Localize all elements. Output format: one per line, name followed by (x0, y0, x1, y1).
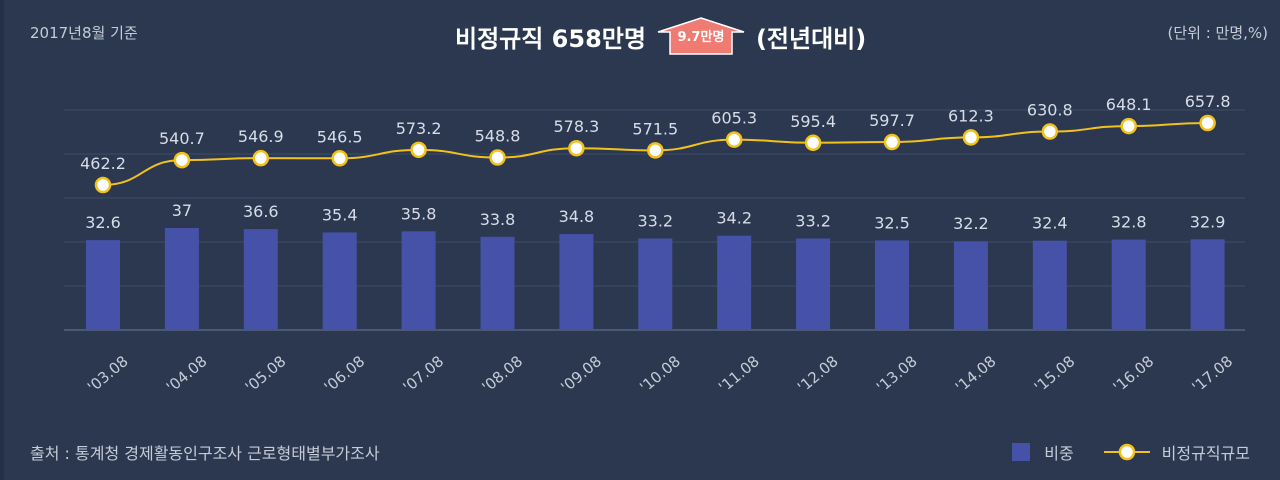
line-marker (568, 139, 585, 157)
bar-value-label: 34.2 (716, 209, 752, 228)
line-marker (489, 149, 506, 166)
line-marker (962, 129, 980, 146)
bar (480, 236, 515, 330)
bar (1190, 239, 1225, 330)
bar-value-label: 35.4 (322, 205, 358, 224)
bar-value-label: 32.6 (85, 213, 121, 232)
increase-badge: 9.7만명 (656, 16, 746, 56)
date-note: 2017년8월 기준 (30, 24, 138, 42)
bar-value-label: 32.2 (953, 214, 989, 233)
bar (796, 238, 831, 330)
line-value-label: 546.9 (238, 127, 284, 146)
line-marker (331, 150, 348, 167)
bar-value-label: 32.8 (1111, 213, 1147, 232)
line-marker (647, 142, 664, 159)
line-marker (173, 151, 191, 169)
headline-comparison: (전년대비) (755, 24, 867, 53)
bar-value-label: 32.5 (874, 213, 910, 232)
bar (559, 234, 594, 330)
line-value-label: 571.5 (632, 119, 678, 138)
bar-value-label: 33.8 (480, 210, 516, 229)
line-value-label: 573.2 (396, 119, 442, 138)
bar-value-label: 36.6 (243, 202, 279, 221)
line-value-label: 657.8 (1185, 92, 1231, 111)
unit-note: (단위 : 만명,%) (1167, 24, 1268, 42)
bar (1111, 239, 1146, 330)
left-edge-line (0, 0, 4, 480)
increase-badge-label: 9.7만명 (677, 30, 725, 45)
x-tick-label: '08.08 (478, 352, 526, 396)
legend: 비중 비정규직규모 (1012, 440, 1250, 464)
legend-bar-swatch (1012, 443, 1031, 461)
line-marker (410, 141, 427, 159)
legend-line-label: 비정규직규모 (1161, 444, 1250, 463)
line-marker (252, 149, 270, 167)
bar-value-label: 37 (172, 201, 192, 220)
bar (717, 235, 752, 330)
line-marker (1120, 117, 1137, 135)
line-value-label: 548.8 (475, 127, 521, 146)
bar (1032, 240, 1067, 330)
bar-value-label: 33.2 (637, 211, 673, 230)
line-value-label: 612.3 (948, 106, 994, 125)
line-marker (1041, 123, 1059, 140)
bar-value-label: 34.8 (559, 207, 595, 226)
x-tick-label: '14.08 (952, 352, 1000, 396)
up-arrow-icon (657, 17, 745, 55)
line-value-label: 630.8 (1027, 101, 1073, 120)
line-marker (725, 131, 743, 148)
bar (401, 231, 436, 330)
bar (86, 240, 120, 330)
legend-bar-label: 비중 (1044, 444, 1074, 463)
line-value-label: 578.3 (553, 117, 599, 136)
line-value-label: 648.1 (1106, 95, 1152, 114)
legend-line-swatch (1103, 443, 1150, 461)
x-tick-label: '04.08 (163, 352, 211, 396)
x-tick-label: '11.08 (715, 352, 763, 396)
bar (875, 240, 909, 330)
line-marker (1199, 114, 1216, 132)
x-tick-label: '16.08 (1110, 352, 1158, 396)
x-tick-label: '07.08 (400, 352, 448, 396)
x-tick-label: '13.08 (873, 352, 921, 396)
bar (638, 238, 673, 330)
bar (243, 229, 278, 330)
line-value-label: 540.7 (159, 129, 205, 148)
line-value-label: 546.5 (317, 127, 363, 146)
headline: 비정규직 658만명 9.7만명 (전년대비) (455, 16, 866, 56)
bar-value-label: 35.8 (401, 204, 437, 223)
bar (322, 232, 357, 330)
line-marker (883, 133, 901, 151)
x-tick-label: '05.08 (242, 352, 290, 396)
x-tick-label: '15.08 (1031, 352, 1079, 396)
x-tick-label: '03.08 (84, 352, 132, 396)
bar (164, 228, 199, 330)
line-value-label: 462.2 (80, 154, 126, 173)
x-tick-label: '12.08 (794, 352, 842, 396)
bar-value-label: 32.9 (1190, 212, 1226, 231)
headline-total: 비정규직 658만명 (455, 24, 646, 53)
source-note: 출처 : 통계청 경제활동인구조사 근로형태별부가조사 (30, 444, 380, 463)
bar-value-label: 33.2 (795, 211, 831, 230)
line-marker (94, 176, 112, 194)
bar-value-label: 32.4 (1032, 214, 1068, 233)
x-tick-label: '09.08 (557, 352, 605, 396)
x-tick-label: '17.08 (1189, 352, 1237, 396)
bar (953, 241, 988, 330)
line-marker (804, 134, 822, 152)
line-value-label: 605.3 (711, 109, 757, 128)
line-value-label: 595.4 (790, 112, 836, 131)
line-value-label: 597.7 (869, 111, 915, 130)
x-tick-label: '10.08 (636, 352, 684, 396)
x-tick-label: '06.08 (321, 352, 369, 396)
